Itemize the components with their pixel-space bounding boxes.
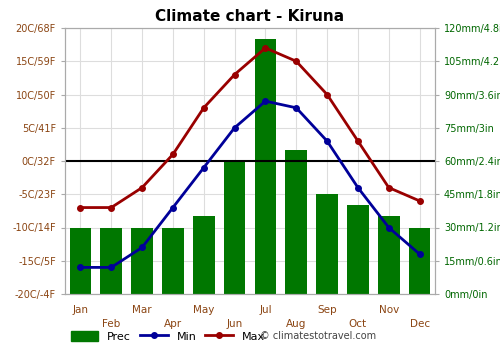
Legend: Prec, Min, Max: Prec, Min, Max [70, 331, 265, 342]
Bar [378, 216, 400, 294]
Title: Climate chart - Kiruna: Climate chart - Kiruna [156, 9, 344, 24]
Text: Jan: Jan [72, 305, 88, 315]
Bar [409, 228, 430, 294]
Text: Jul: Jul [259, 305, 272, 315]
Text: Nov: Nov [378, 305, 399, 315]
Bar [347, 205, 368, 294]
Bar [132, 228, 153, 294]
Text: Apr: Apr [164, 319, 182, 329]
Text: © climatestotravel.com: © climatestotravel.com [260, 331, 376, 341]
Bar [224, 161, 246, 294]
Text: Mar: Mar [132, 305, 152, 315]
Bar [70, 228, 91, 294]
Bar [100, 228, 122, 294]
Text: Dec: Dec [410, 319, 430, 329]
Text: Oct: Oct [349, 319, 367, 329]
Bar [193, 216, 214, 294]
Text: Sep: Sep [318, 305, 337, 315]
Text: May: May [193, 305, 214, 315]
Text: Feb: Feb [102, 319, 120, 329]
Bar [316, 194, 338, 294]
Bar [254, 39, 276, 294]
Bar [286, 150, 307, 294]
Text: Jun: Jun [226, 319, 242, 329]
Text: Aug: Aug [286, 319, 306, 329]
Bar [162, 228, 184, 294]
